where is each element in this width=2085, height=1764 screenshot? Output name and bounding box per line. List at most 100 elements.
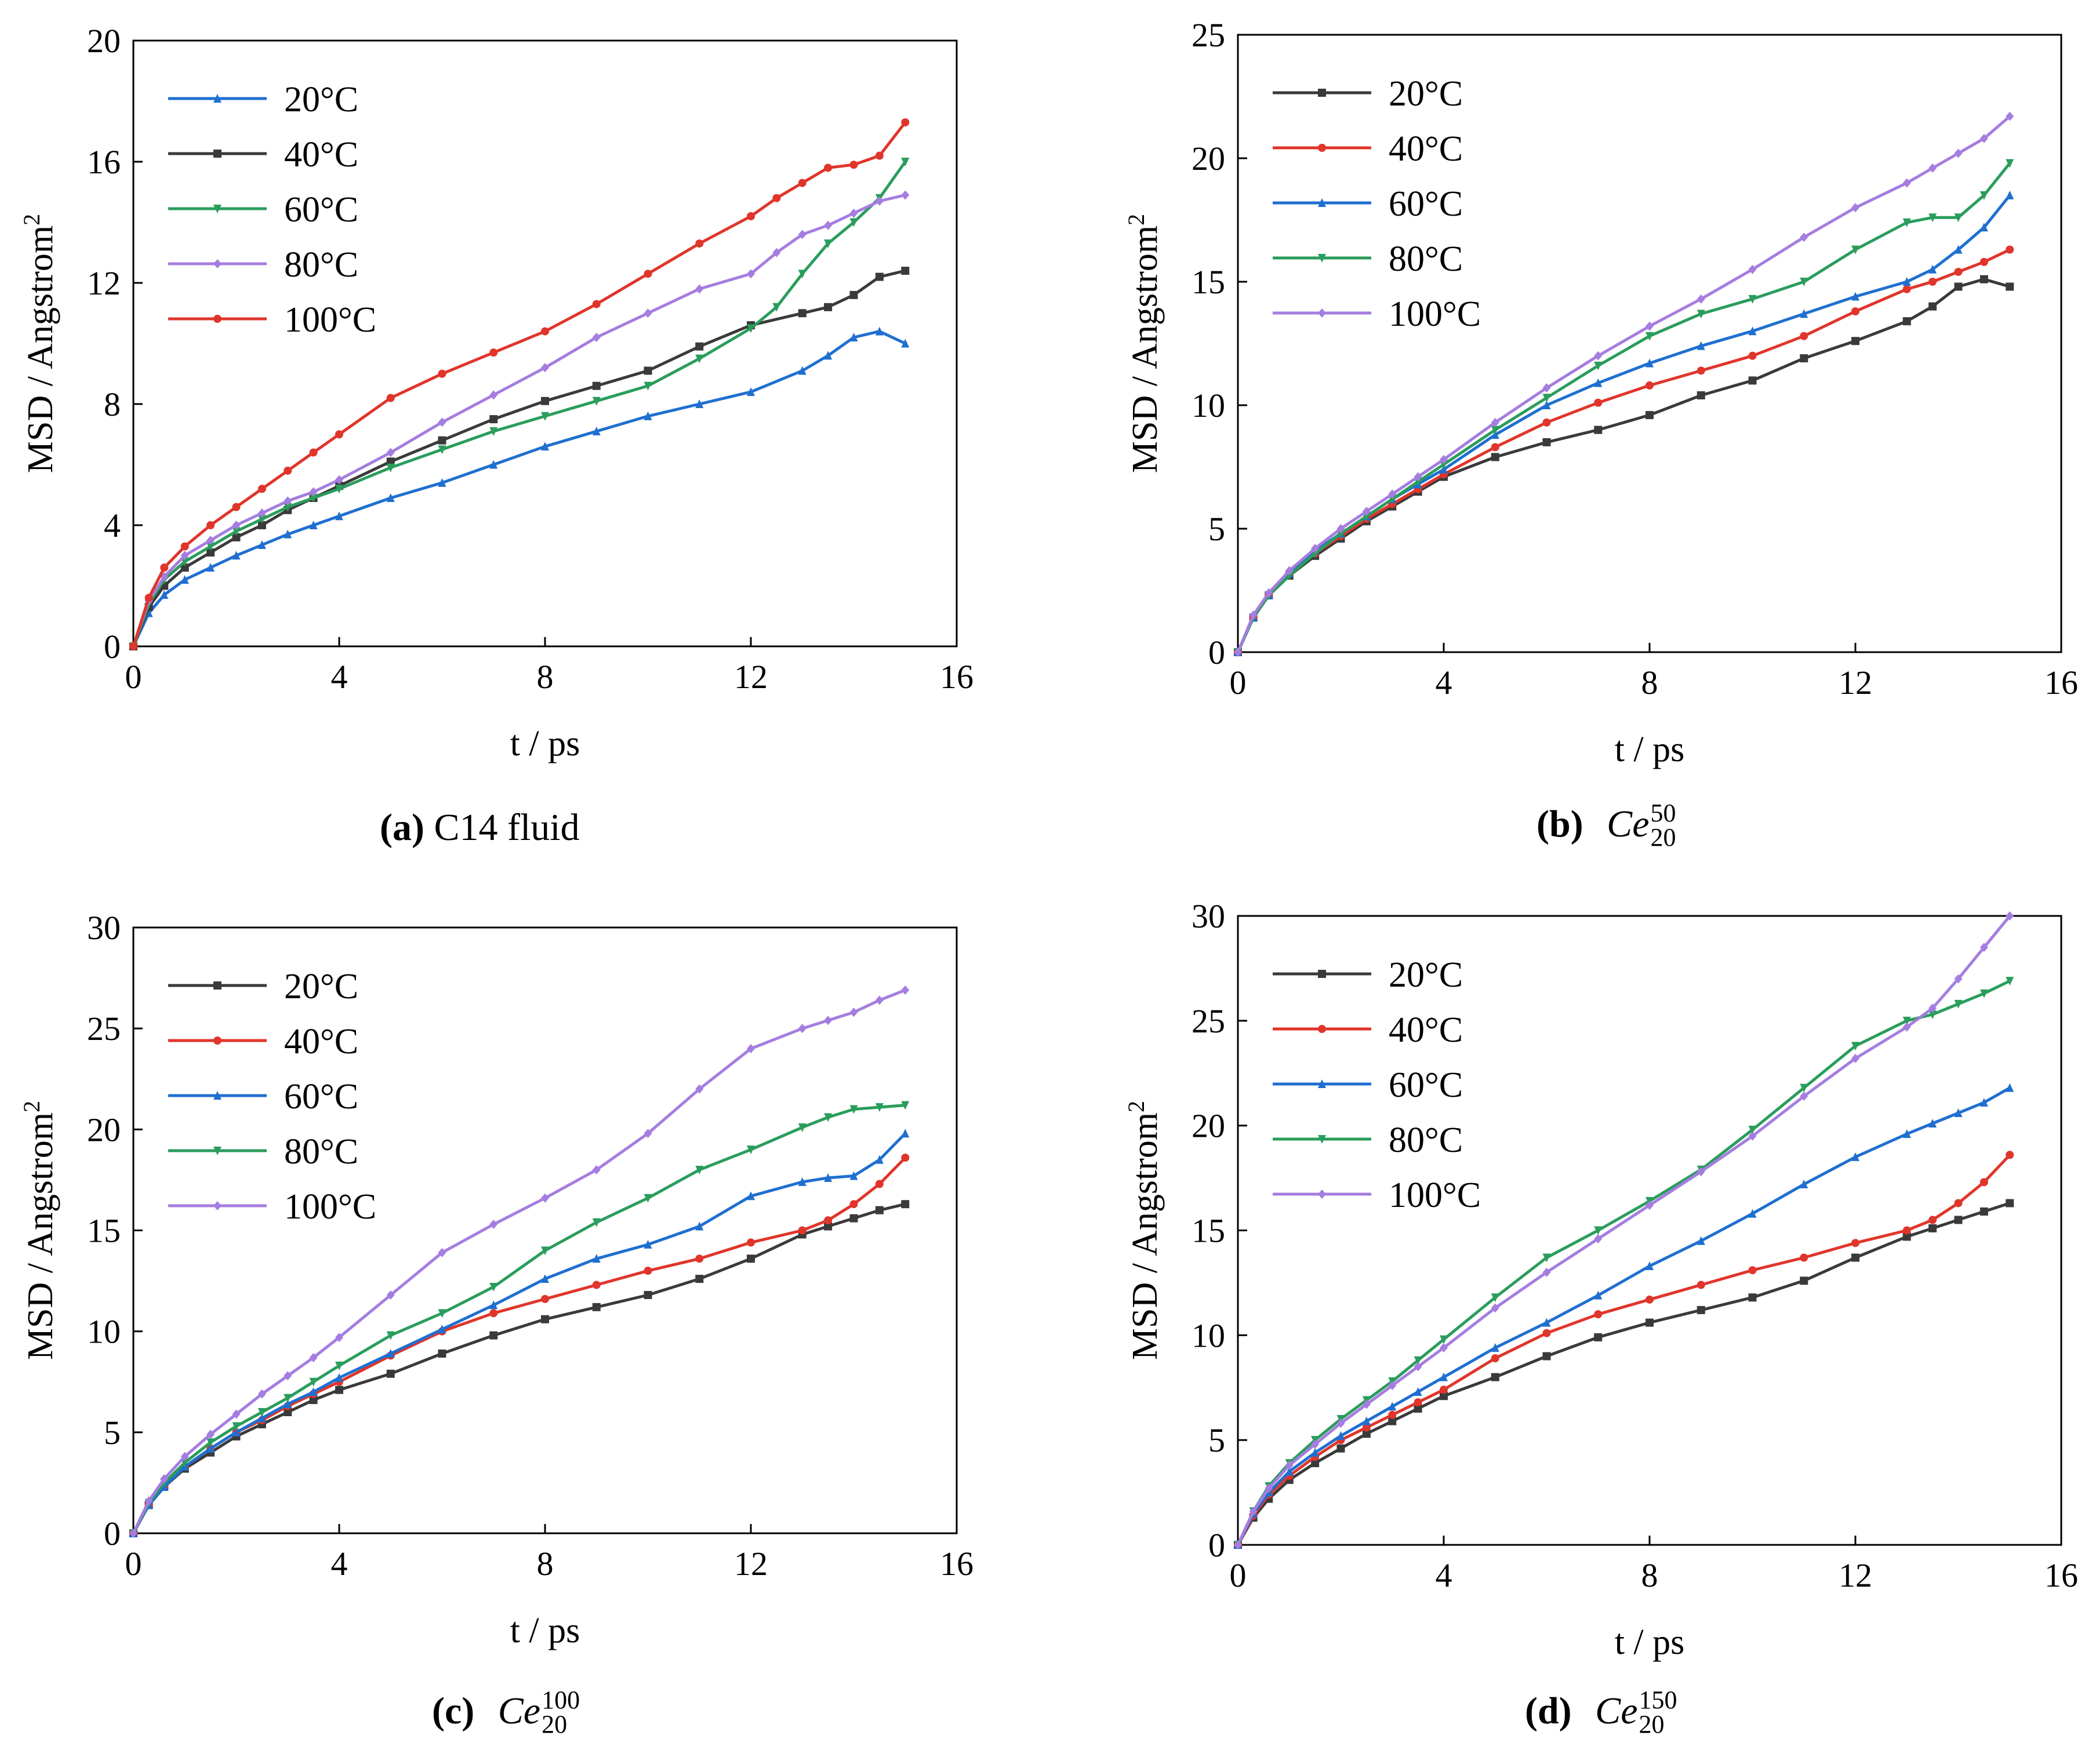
data-point [284,496,292,506]
data-point [386,1290,395,1300]
legend-label: 20°C [1389,955,1463,995]
data-point [1979,275,1988,283]
data-point [1311,1439,1320,1449]
data-point [1954,267,1963,276]
legend-entry-4: 100°C [1273,294,1481,334]
data-point [747,1254,755,1263]
data-point [438,369,446,378]
chart-panel-2: 0 4 8 12 16 0 5 10 15 20 25 30 t / ps MSD / Angstrom2… [19,909,974,1650]
data-point [489,1309,498,1318]
data-point [1902,1226,1911,1235]
legend-label: 80°C [1389,239,1463,279]
data-point [1362,1416,1371,1425]
data-point [1542,383,1551,393]
legend-marker [1318,308,1326,318]
data-point [541,1274,549,1283]
data-point [309,1396,318,1405]
data-point [1851,203,1859,213]
data-point [1979,943,1988,952]
series-1 [129,267,910,650]
x-axis-label: t / ps [510,724,580,763]
data-point [1362,1399,1371,1409]
data-point [1414,1387,1422,1396]
legend-marker [1318,1190,1326,1199]
data-point [1851,1239,1859,1247]
data-point [1336,1419,1345,1428]
data-point [335,1333,343,1343]
data-point [824,303,833,311]
legend-entry-3: 80°C [168,1132,358,1172]
data-point [644,366,652,375]
data-point [849,218,858,227]
data-point [257,540,266,549]
data-point [257,515,266,524]
data-point [1414,1398,1422,1407]
caption-d-sub: 20 [1639,1710,1665,1738]
data-point [232,521,241,530]
legend-marker [1318,144,1326,152]
data-point [1851,1053,1859,1063]
data-point [901,1101,910,1110]
legend-marker [1318,1135,1326,1144]
data-point [335,485,343,494]
data-point [1594,425,1603,434]
data-point [1800,1276,1808,1285]
legend-label: 60°C [1389,184,1463,224]
y-tick-label: 4 [104,507,121,544]
legend-entry-1: 40°C [168,1022,358,1061]
data-point [1928,264,1937,274]
data-point [1800,1083,1808,1093]
data-point [1851,307,1859,316]
legend-marker [213,150,221,158]
series-4 [129,985,910,1538]
plot-frame [1237,915,2062,1546]
caption-b-ce: Ce [1607,803,1650,845]
legend-entry-1: 40°C [168,135,358,174]
caption-b-sup: 50 [1650,799,1676,828]
data-point [1491,1293,1499,1303]
data-point [438,1309,446,1318]
data-point [1697,1236,1705,1245]
data-point [901,985,910,995]
data-point [875,995,884,1005]
x-axis-label: t / ps [510,1611,580,1650]
series-line [132,1156,907,1535]
data-point [901,339,910,348]
y-tick-label: 25 [1192,1002,1225,1040]
data-point [1646,411,1654,420]
data-point [1311,1447,1320,1457]
series-line [132,1104,907,1535]
data-point [798,366,807,375]
data-point [180,1452,189,1461]
data-point [386,394,395,402]
data-point [1979,223,1988,232]
legend-label: 60°C [284,1077,358,1116]
caption-d-scripts: 150 20 [1639,1687,1677,1738]
caption-c: (c) Ce 100 20 [432,1687,580,1739]
x-tick-label: 0 [1230,1556,1247,1594]
data-point [1954,1216,1963,1224]
data-point [1697,366,1705,375]
data-point [1851,245,1859,254]
legend-marker [213,1147,221,1155]
legend-marker [213,94,221,103]
data-point [824,1216,833,1225]
x-tick-label: 12 [734,658,768,696]
data-point [335,1361,343,1370]
legend-entry-2: 60°C [1273,184,1463,224]
data-point [1491,425,1499,435]
data-point [284,529,292,539]
data-point [1928,302,1937,311]
data-point [849,208,858,218]
data-point [644,1129,652,1139]
caption-b-label: (b) [1536,803,1583,845]
chart-panel-1: 0 4 8 12 16 0 5 10 15 20 25 t / ps MSD / Angstrom2 20… [1123,16,2078,769]
data-point [849,1200,858,1209]
data-point [386,1369,395,1378]
data-point [284,1408,292,1416]
data-point [644,1239,652,1249]
data-point [849,1008,858,1017]
x-tick-label: 16 [940,658,974,696]
series-line [1236,278,2011,654]
